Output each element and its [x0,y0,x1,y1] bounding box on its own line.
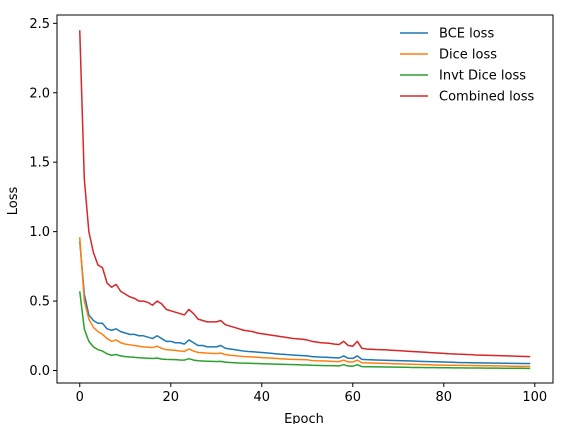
series-line-dice-loss [79,237,531,368]
plot-frame [56,14,554,384]
y-tick-label: 0.0 [29,364,50,379]
x-tick-label: 40 [253,390,270,405]
y-tick-label: 1.5 [29,156,50,171]
y-tick-label: 2.0 [29,86,50,101]
series-line-bce-loss [79,241,531,365]
legend-label: Dice loss [439,48,497,63]
series-layer [79,30,531,370]
y-axis-label: Loss [6,187,21,216]
series-line-combined-loss [79,30,531,358]
legend-label: Combined loss [439,90,535,105]
y-tick-label: 0.5 [29,295,50,310]
x-tick-label: 20 [162,390,179,405]
x-tick-label: 100 [522,390,547,405]
x-tick-label: 80 [436,390,453,405]
legend-label: Invt Dice loss [439,69,526,84]
x-tick-label: 0 [76,390,84,405]
x-tick-label: 60 [345,390,362,405]
y-axis-ticks: 0.0 0.5 1.0 1.5 2.0 2.5 [29,17,57,379]
y-tick-label: 2.5 [29,17,50,32]
x-axis-label: Epoch [284,412,324,424]
series-line-invt-dice-loss [79,291,531,370]
y-tick-label: 1.0 [29,225,50,240]
legend: BCE loss Dice loss Invt Dice loss Combined … [400,27,535,105]
legend-label: BCE loss [439,27,494,42]
x-axis-ticks: 0 20 40 60 80 100 [76,383,547,405]
